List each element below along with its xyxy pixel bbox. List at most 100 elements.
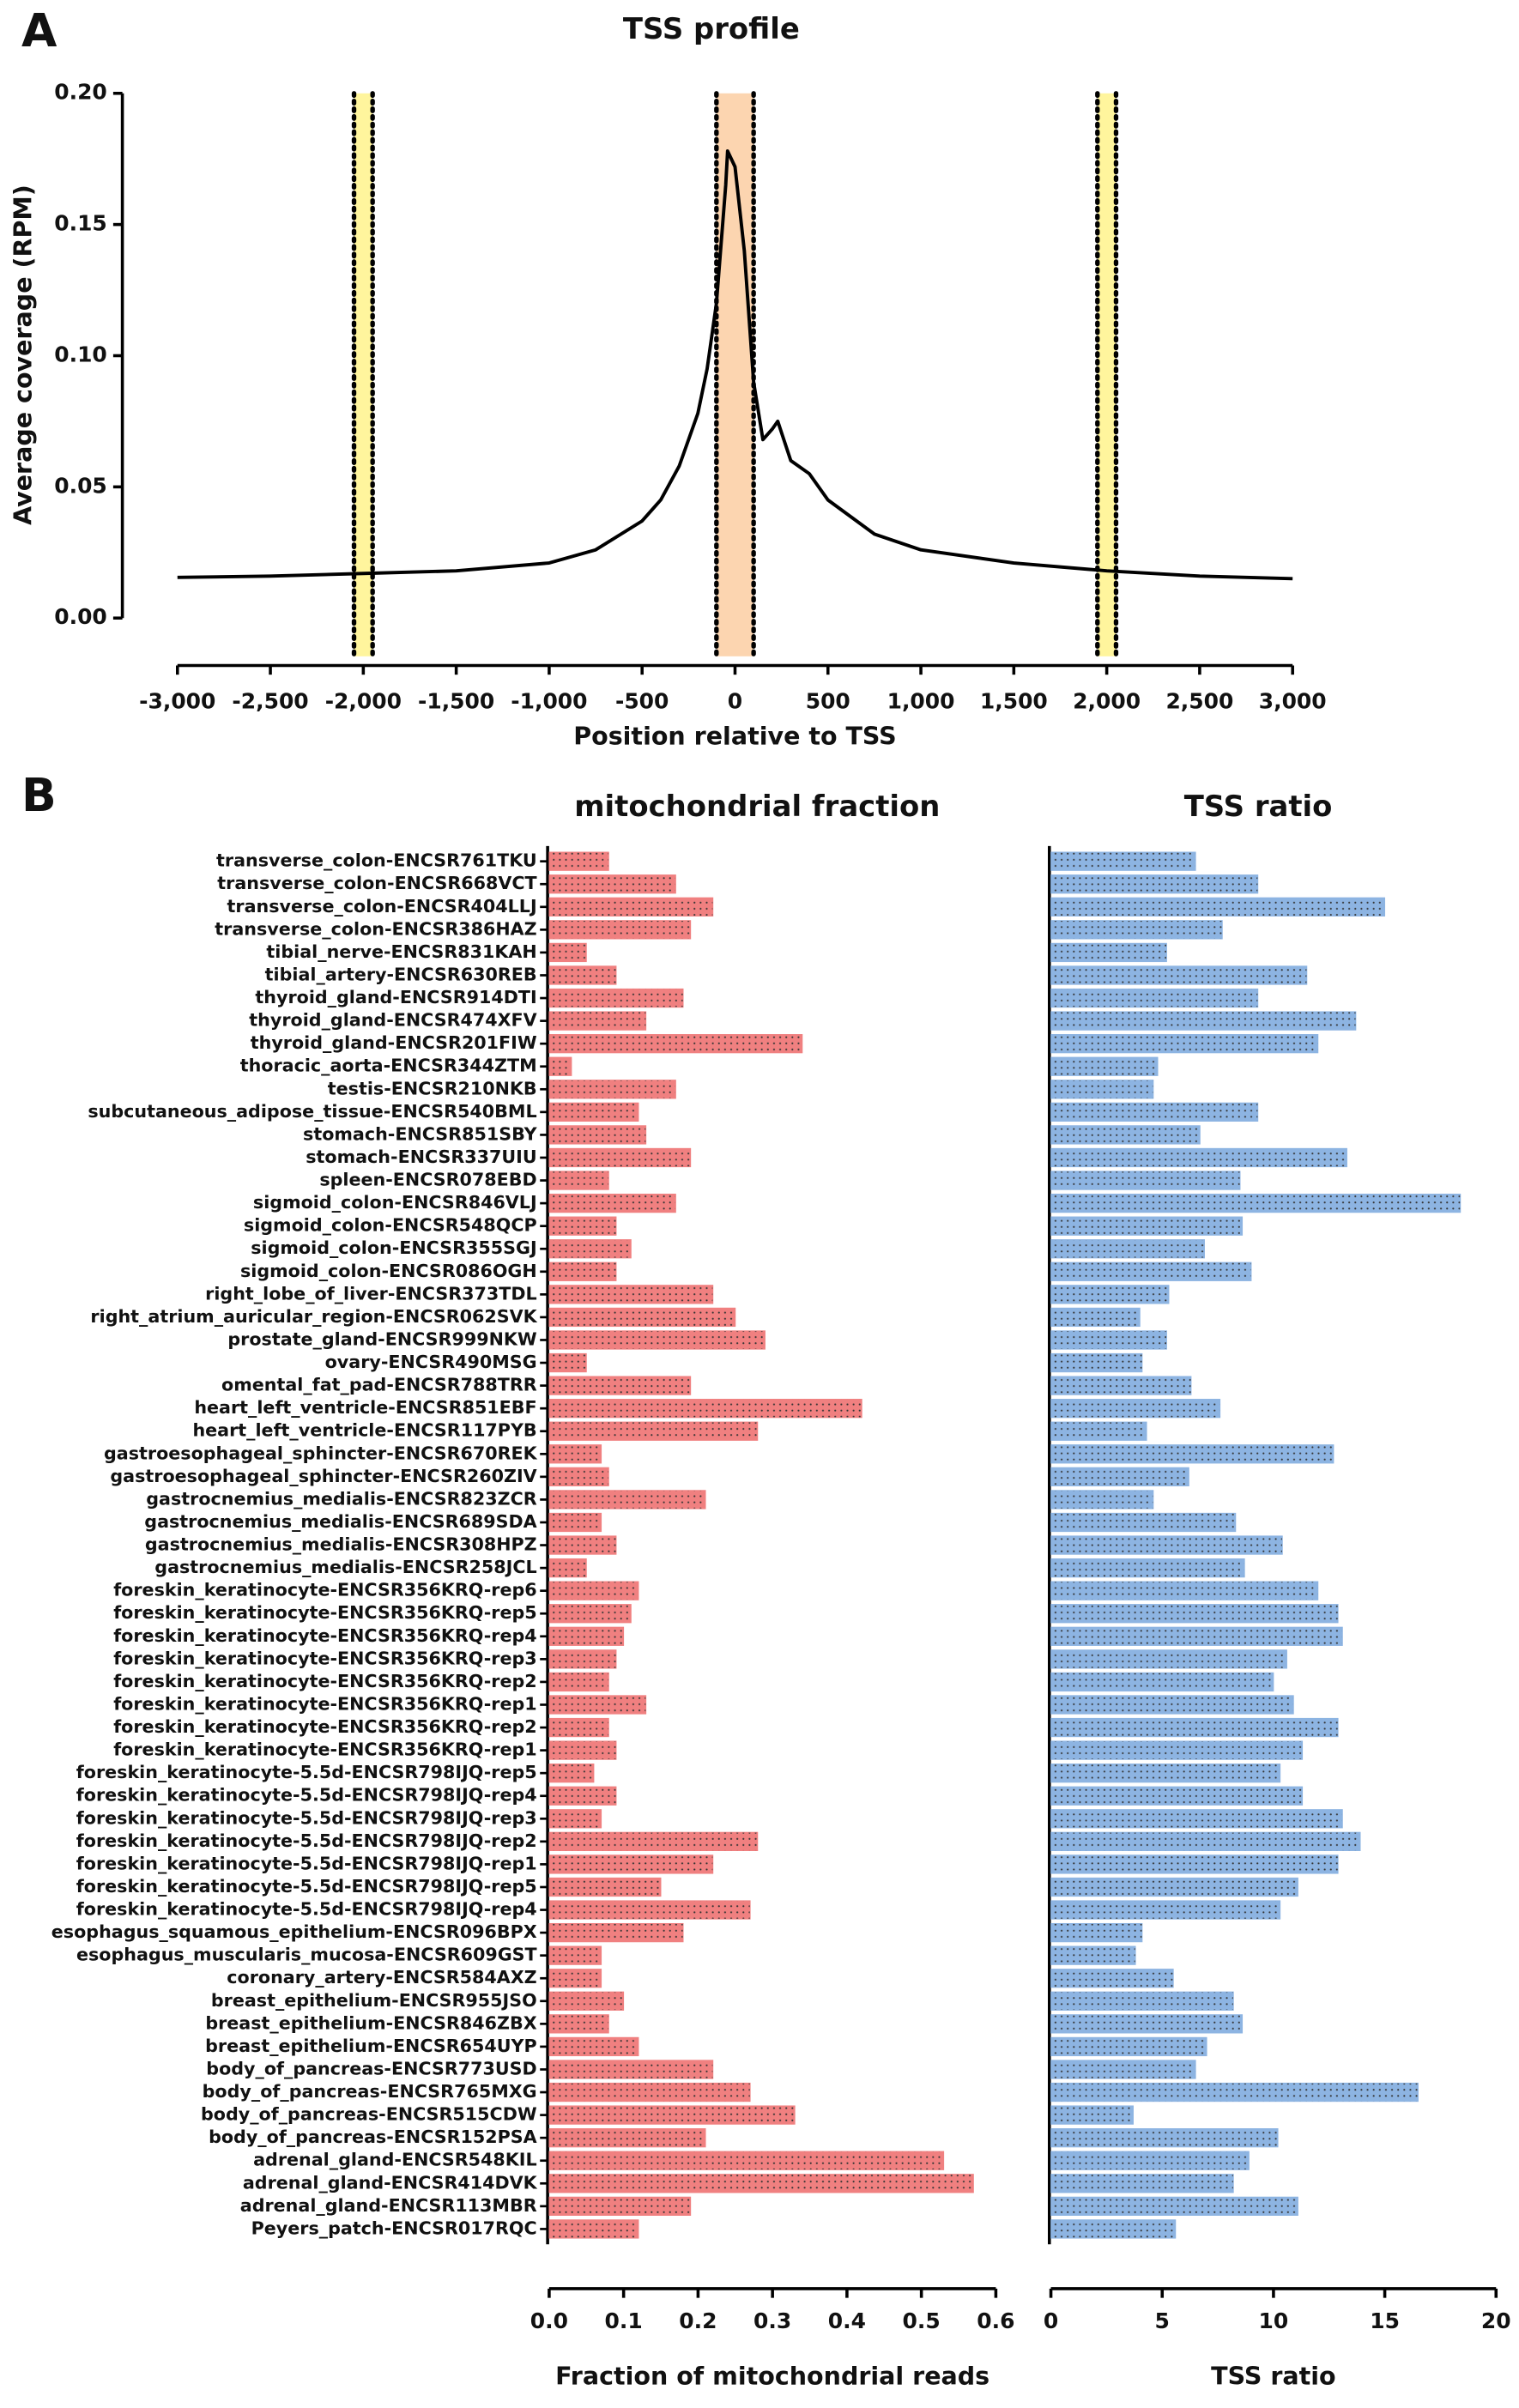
bar [1050, 942, 1167, 963]
x-tick-label: 0 [1044, 2308, 1058, 2333]
bar [1050, 1490, 1154, 1510]
category-label: foreskin_keratinocyte-ENCSR356KRQ-rep1 [113, 1739, 536, 1760]
x-tick-label: 0.2 [679, 2308, 717, 2333]
bar [1050, 2196, 1298, 2217]
bar [548, 2105, 796, 2125]
y-tick-label: 0.00 [54, 604, 107, 629]
category-label: foreskin_keratinocyte-ENCSR356KRQ-rep6 [113, 1580, 536, 1600]
category-label: thyroid_gland-ENCSR201FIW [251, 1032, 537, 1053]
x-axis-title: Fraction of mitochondrial reads [555, 2362, 989, 2390]
category-label: tibial_artery-ENCSR630REB [265, 964, 537, 984]
category-label: body_of_pancreas-ENCSR515CDW [201, 2104, 537, 2125]
bar [548, 1239, 632, 1259]
category-label: Peyers_patch-ENCSR017RQC [251, 2217, 537, 2238]
category-label: gastroesophageal_sphincter-ENCSR670REK [104, 1443, 538, 1463]
bar [1050, 1786, 1304, 1806]
bar [1050, 897, 1386, 917]
bar [548, 2082, 751, 2102]
category-label: foreskin_keratinocyte-5.5d-ENCSR798IJQ-r… [76, 1807, 537, 1828]
bar [548, 1877, 662, 1897]
bar [1050, 1171, 1241, 1190]
category-label: thyroid_gland-ENCSR474XFV [249, 1010, 536, 1031]
bar [548, 1080, 676, 1099]
bar [548, 2036, 639, 2057]
bar [1050, 1376, 1192, 1395]
profile-line [177, 149, 1293, 581]
bar [548, 1786, 617, 1806]
category-label: adrenal_gland-ENCSR414DVK [243, 2172, 538, 2193]
bar [1050, 1740, 1304, 1760]
bar [548, 2060, 714, 2079]
bar [548, 1535, 617, 1555]
bar [1050, 2219, 1177, 2239]
chart-title: TSS profile [623, 12, 800, 45]
bar [1050, 1193, 1462, 1213]
category-label: foreskin_keratinocyte-ENCSR356KRQ-rep4 [113, 1625, 536, 1646]
bar [548, 1581, 639, 1600]
x-tick-label: -500 [615, 688, 669, 713]
chart-title: mitochondrial fraction [574, 790, 940, 823]
x-tick-label: -2,000 [325, 688, 402, 713]
bar [1050, 1147, 1347, 1168]
category-label: foreskin_keratinocyte-5.5d-ENCSR798IJQ-r… [76, 1785, 537, 1806]
x-tick-label: 2,500 [1165, 688, 1233, 713]
highlight-band [354, 93, 373, 656]
bar [548, 1376, 692, 1395]
x-tick-label: -3,000 [139, 688, 215, 713]
bar [1050, 1307, 1141, 1328]
category-label: foreskin_keratinocyte-5.5d-ENCSR798IJQ-r… [76, 1899, 537, 1920]
bar [548, 1216, 617, 1236]
bar [1050, 1604, 1339, 1624]
bar [548, 1740, 617, 1760]
category-label: breast_epithelium-ENCSR846ZBX [205, 2012, 536, 2033]
x-tick-label: -1,000 [511, 688, 587, 713]
bar [548, 2174, 974, 2193]
bar [1050, 1444, 1334, 1464]
bar [548, 1147, 692, 1168]
bar [548, 874, 676, 894]
bar [548, 2014, 609, 2034]
bar [548, 1490, 706, 1510]
bar [1050, 1695, 1294, 1715]
bar [1050, 1717, 1339, 1738]
bar [548, 1261, 617, 1281]
x-axis-title: Position relative to TSS [573, 722, 897, 750]
bar [1050, 1125, 1201, 1145]
bar [1050, 851, 1196, 871]
bar [1050, 1011, 1357, 1031]
x-tick-label: 0.0 [530, 2308, 568, 2333]
bar [548, 965, 617, 985]
bar [1050, 988, 1259, 1008]
panel-label: B [21, 768, 57, 822]
category-label: gastrocnemius_medialis-ENCSR823ZCR [146, 1488, 536, 1509]
category-label: foreskin_keratinocyte-ENCSR356KRQ-rep2 [113, 1671, 536, 1691]
bar [548, 1626, 625, 1646]
category-label: gastrocnemius_medialis-ENCSR258JCL [154, 1557, 536, 1577]
bar [1050, 1854, 1339, 1874]
bar [1050, 2014, 1244, 2034]
bar [548, 920, 692, 940]
x-tick-label: 10 [1259, 2308, 1289, 2333]
bar [1050, 1900, 1281, 1920]
y-axis-title: Average coverage (RPM) [9, 185, 38, 525]
bar [548, 1307, 736, 1328]
bar [1050, 1672, 1274, 1692]
x-tick-label: 2,000 [1073, 688, 1141, 713]
highlight-band [1097, 93, 1117, 656]
x-axis-title: TSS ratio [1211, 2362, 1335, 2390]
x-tick-label: 0.5 [903, 2308, 941, 2333]
bar [548, 1809, 602, 1829]
bar [1050, 1831, 1361, 1852]
category-label: omental_fat_pad-ENCSR788TRR [221, 1375, 537, 1395]
x-tick-label: 1,500 [980, 688, 1048, 713]
x-tick-label: 0.1 [605, 2308, 643, 2333]
category-label: breast_epithelium-ENCSR654UYP [205, 2036, 537, 2056]
category-label: gastroesophageal_sphincter-ENCSR260ZIV [110, 1466, 536, 1486]
category-label: foreskin_keratinocyte-5.5d-ENCSR798IJQ-r… [76, 1830, 537, 1851]
bar [548, 1969, 602, 1988]
bar [1050, 2036, 1207, 2057]
bar [1050, 1581, 1319, 1600]
bar [548, 1467, 609, 1487]
category-label: tibial_nerve-ENCSR831KAH [266, 941, 536, 962]
